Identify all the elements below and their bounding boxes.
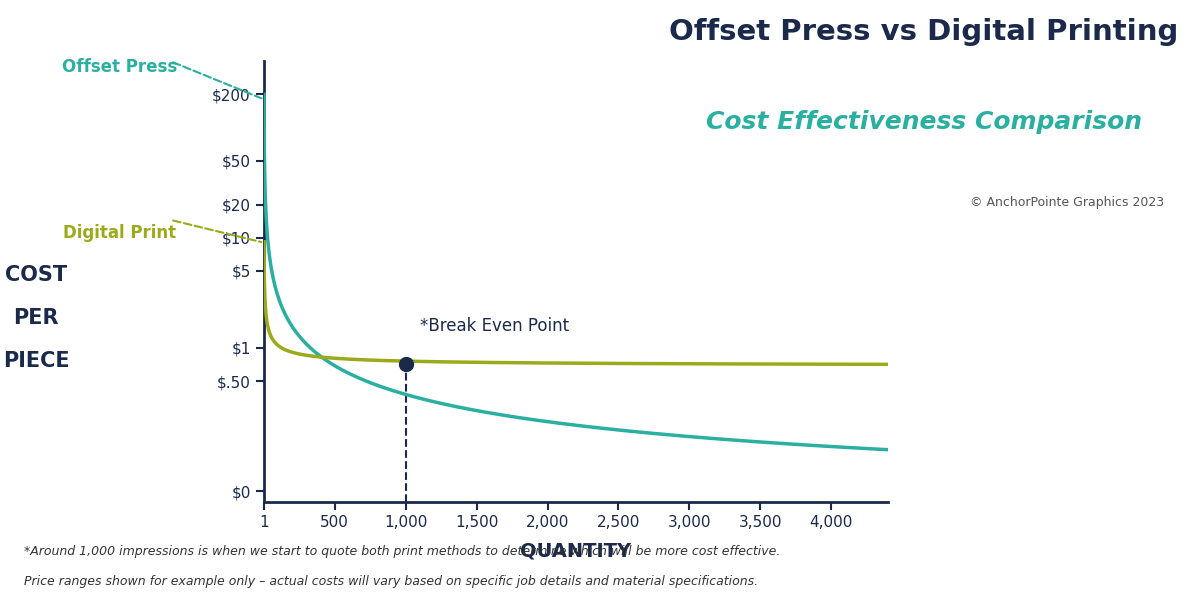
X-axis label: QUANTITY: QUANTITY: [521, 541, 631, 560]
Text: Offset Press: Offset Press: [62, 58, 178, 76]
Text: COST: COST: [5, 266, 67, 285]
Text: Offset Press vs Digital Printing: Offset Press vs Digital Printing: [670, 18, 1178, 47]
Text: © AnchorPointe Graphics 2023: © AnchorPointe Graphics 2023: [970, 196, 1164, 209]
Text: *Around 1,000 impressions is when we start to quote both print methods to determ: *Around 1,000 impressions is when we sta…: [24, 545, 780, 558]
Text: Cost Effectiveness Comparison: Cost Effectiveness Comparison: [706, 110, 1142, 134]
Text: Digital Print: Digital Print: [64, 223, 176, 242]
Text: PER: PER: [13, 308, 59, 328]
Text: PIECE: PIECE: [2, 351, 70, 371]
Point: [396, 359, 415, 368]
Text: Price ranges shown for example only – actual costs will vary based on specific j: Price ranges shown for example only – ac…: [24, 575, 758, 588]
Text: *Break Even Point: *Break Even Point: [420, 317, 569, 335]
